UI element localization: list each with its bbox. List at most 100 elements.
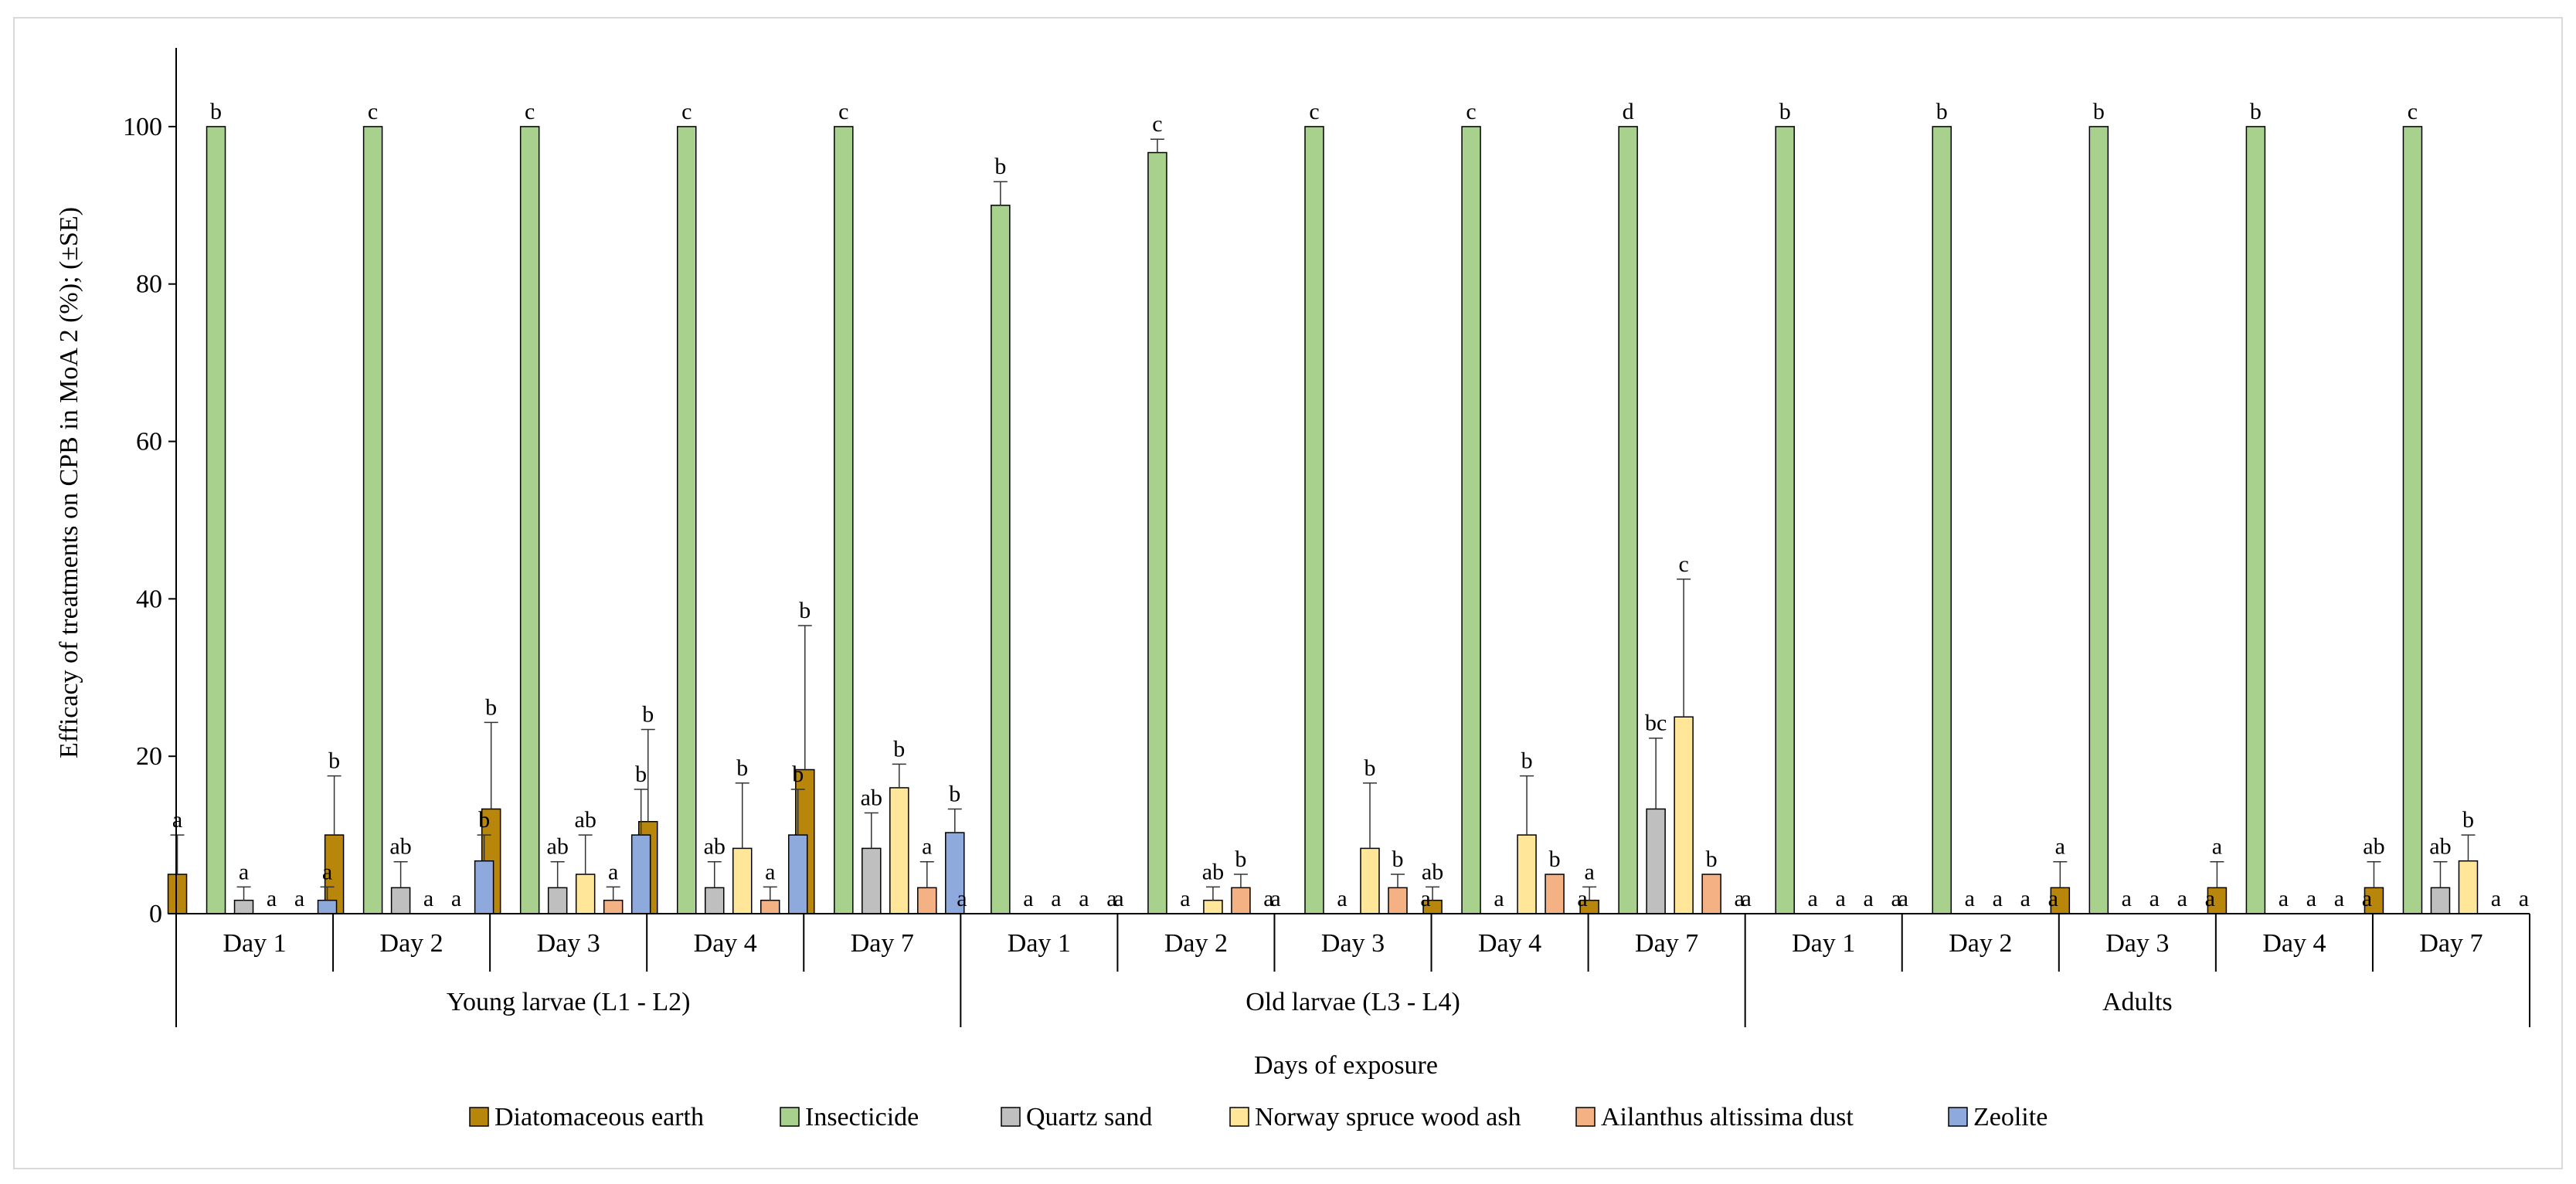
significance-letter: a <box>1023 886 1033 911</box>
significance-letter: a <box>2122 886 2132 911</box>
significance-letter: b <box>328 748 340 774</box>
bar <box>732 847 753 914</box>
significance-letter: a <box>1079 886 1089 911</box>
significance-letter: ab <box>575 807 596 833</box>
bar <box>630 834 651 914</box>
significance-letter: ab <box>861 785 882 811</box>
bar <box>2458 860 2479 914</box>
bar <box>1231 887 1251 914</box>
significance-letter: ab <box>547 834 569 860</box>
significance-letter: a <box>957 886 967 911</box>
y-tick-label: 60 <box>136 428 162 456</box>
significance-letter: bc <box>1645 711 1667 736</box>
x-category-label: Day 4 <box>1478 929 1541 958</box>
significance-letter: b <box>1521 748 1533 774</box>
significance-letter: ab <box>704 834 726 860</box>
x-group-label: Young larvae (L1 - L2) <box>447 988 691 1016</box>
chart-border <box>13 17 2563 1169</box>
significance-letter: c <box>838 99 848 124</box>
x-category-label: Day 1 <box>1008 929 1071 958</box>
legend-swatch <box>1229 1107 1249 1127</box>
significance-letter: b <box>1549 846 1561 872</box>
x-category-label: Day 4 <box>2262 929 2326 958</box>
significance-letter: a <box>765 859 775 884</box>
x-category-label: Day 3 <box>537 929 600 958</box>
significance-letter: a <box>1808 886 1818 911</box>
bar <box>233 899 254 914</box>
significance-letter: a <box>2519 886 2529 911</box>
significance-letter: a <box>1420 886 1430 911</box>
bar <box>1932 126 1952 914</box>
legend-swatch <box>1575 1107 1596 1127</box>
x-category-label: Day 1 <box>223 929 286 958</box>
significance-letter: b <box>635 762 647 787</box>
significance-letter: a <box>1270 886 1280 911</box>
significance-letter: a <box>1337 886 1347 911</box>
axes: 0 20 40 60 80 100 <box>123 48 2530 1027</box>
significance-letter: a <box>2212 834 2222 860</box>
significance-letter: c <box>2408 99 2418 124</box>
bar <box>206 126 226 914</box>
significance-letter: a <box>1577 886 1587 911</box>
significance-letter: a <box>608 859 618 884</box>
significance-letter: a <box>1993 886 2003 911</box>
bar <box>889 787 909 914</box>
significance-letter: a <box>1051 886 1061 911</box>
significance-letter: a <box>294 886 304 911</box>
significance-letter: a <box>2020 886 2031 911</box>
significance-letter: a <box>2491 886 2501 911</box>
significance-letter: b <box>949 781 960 806</box>
significance-letter: b <box>642 702 654 728</box>
bar <box>1674 716 1694 914</box>
significance-letter: ab <box>2363 834 2384 860</box>
significance-letter: b <box>994 154 1006 179</box>
significance-letter: b <box>478 807 490 833</box>
significance-letter: a <box>1263 886 1273 911</box>
bar <box>2430 887 2451 914</box>
significance-letter: c <box>1152 111 1162 137</box>
legend-label: Ailanthus altissima dust <box>1601 1103 1854 1131</box>
significance-letter: c <box>1466 99 1476 124</box>
significance-letter: a <box>2306 886 2316 911</box>
significance-letter: b <box>799 598 811 623</box>
significance-letter: a <box>1836 886 1846 911</box>
bar <box>917 887 937 914</box>
significance-letter: a <box>423 886 433 911</box>
significance-letter: a <box>1965 886 1975 911</box>
significance-letter: b <box>893 736 905 762</box>
x-category-label: Day 7 <box>1635 929 1698 958</box>
bar <box>1360 847 1380 914</box>
y-tick-label: 40 <box>136 585 162 613</box>
significance-letter: b <box>1779 99 1791 124</box>
significance-letter: a <box>2362 886 2372 911</box>
bar <box>1517 834 1537 914</box>
y-tick-label: 80 <box>136 270 162 299</box>
legend-label: Zeolite <box>1973 1103 2048 1131</box>
significance-letter: b <box>2250 99 2262 124</box>
significance-letter: c <box>681 99 692 124</box>
bar <box>704 887 725 914</box>
significance-letter: ab <box>1202 859 1224 884</box>
bar <box>1545 874 1565 914</box>
y-tick-label: 100 <box>123 113 162 141</box>
x-axis-title: Days of exposure <box>1254 1051 1438 1080</box>
significance-letter: b <box>485 694 497 720</box>
significance-letter: a <box>2149 886 2160 911</box>
bar <box>2050 887 2071 914</box>
bar <box>2207 887 2228 914</box>
x-category-label: Day 3 <box>1321 929 1385 958</box>
significance-letter: a <box>172 807 182 833</box>
significance-letter: a <box>2055 834 2065 860</box>
bar <box>575 874 596 914</box>
bar <box>362 126 383 914</box>
x-category-label: Day 2 <box>1164 929 1228 958</box>
bar <box>603 899 624 914</box>
significance-letter: b <box>2093 99 2105 124</box>
significance-letter: a <box>267 886 277 911</box>
x-category-label: Day 4 <box>694 929 757 958</box>
bar <box>474 860 494 914</box>
significance-letter: a <box>1106 886 1116 911</box>
significance-letter: a <box>2177 886 2187 911</box>
